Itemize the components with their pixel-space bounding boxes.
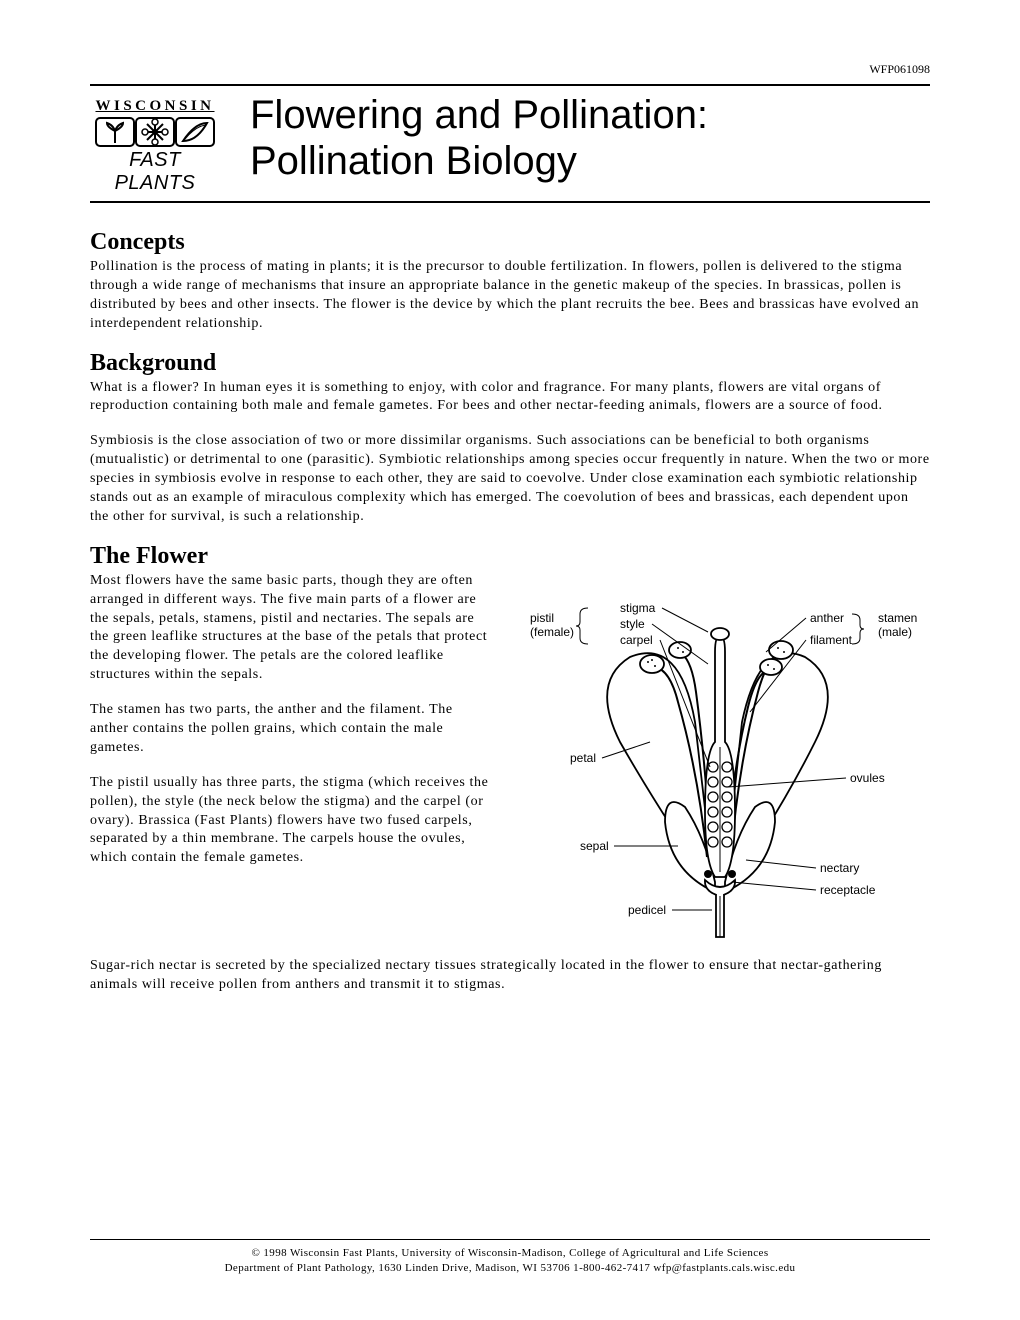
logo-line1: WISCONSIN (90, 98, 220, 115)
diagram-label: petal (570, 751, 596, 765)
diagram-label: receptacle (820, 883, 876, 897)
logo-icons (90, 117, 220, 147)
flower-para3: The pistil usually has three parts, the … (90, 774, 490, 868)
diagram-label: pedicel (628, 903, 666, 917)
diagram-label: filament (810, 633, 853, 647)
flower-diagram: pistil(female) stigma style carpel anther fil… (510, 572, 930, 957)
diagram-label: (female) (530, 625, 574, 639)
flower-text-column: Most flowers have the same basic parts, … (90, 572, 490, 884)
diagram-label: sepal (580, 839, 609, 853)
title-block: Flowering and Pollination: Pollination B… (250, 92, 930, 184)
header-row: WISCONSIN FAST PLANTS Flowe (90, 86, 930, 201)
diagram-label: anther (810, 611, 844, 625)
header-bottom-rule (90, 201, 930, 203)
diagram-label: (male) (878, 625, 912, 639)
footer: © 1998 Wisconsin Fast Plants, University… (90, 1239, 930, 1276)
background-heading: Background (90, 350, 930, 377)
main-title-line2: Pollination Biology (250, 138, 930, 184)
background-para1: What is a flower? In human eyes it is so… (90, 379, 930, 417)
document-id: WFP061098 (869, 62, 930, 77)
diagram-label: stamen (878, 611, 917, 625)
footer-rule (90, 1239, 930, 1240)
concepts-heading: Concepts (90, 229, 930, 256)
main-title-line1: Flowering and Pollination: (250, 92, 930, 138)
flower-heading: The Flower (90, 543, 930, 570)
diagram-label: nectary (820, 861, 859, 875)
logo-line2: FAST PLANTS (90, 149, 220, 195)
flower-section: Most flowers have the same basic parts, … (90, 572, 930, 957)
flower-para1: Most flowers have the same basic parts, … (90, 572, 490, 685)
background-para2: Symbiosis is the close association of tw… (90, 432, 930, 526)
diagram-label: ovules (850, 771, 885, 785)
logo: WISCONSIN FAST PLANTS (90, 92, 220, 195)
diagram-label: carpel (620, 633, 653, 647)
flower-para4: Sugar-rich nectar is secreted by the spe… (90, 957, 930, 995)
footer-line1: © 1998 Wisconsin Fast Plants, University… (90, 1246, 930, 1261)
diagram-label: pistil (530, 611, 554, 625)
concepts-para1: Pollination is the process of mating in … (90, 258, 930, 334)
diagram-label: stigma (620, 601, 656, 615)
diagram-label: style (620, 617, 645, 631)
flower-para2: The stamen has two parts, the anther and… (90, 701, 490, 758)
flower-anatomy-svg: pistil(female) stigma style carpel anther fil… (510, 592, 930, 952)
logo-icon-row (95, 117, 215, 147)
footer-line2: Department of Plant Pathology, 1630 Lind… (90, 1261, 930, 1276)
